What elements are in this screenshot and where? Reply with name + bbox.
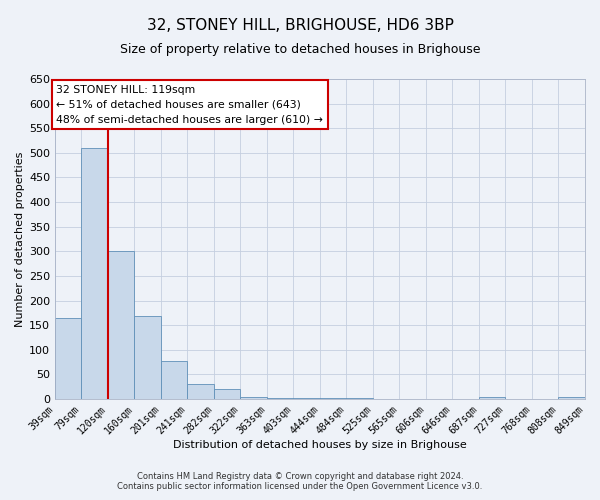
Bar bbox=[479, 396, 505, 399]
Bar bbox=[134, 316, 161, 399]
Bar bbox=[293, 398, 320, 399]
Bar bbox=[214, 389, 240, 399]
Bar bbox=[267, 398, 293, 399]
Bar bbox=[161, 360, 187, 399]
Text: 32, STONEY HILL, BRIGHOUSE, HD6 3BP: 32, STONEY HILL, BRIGHOUSE, HD6 3BP bbox=[146, 18, 454, 32]
Bar bbox=[187, 384, 214, 399]
Bar bbox=[240, 396, 267, 399]
Text: Contains public sector information licensed under the Open Government Licence v3: Contains public sector information licen… bbox=[118, 482, 482, 491]
Bar bbox=[558, 396, 585, 399]
Text: Contains HM Land Registry data © Crown copyright and database right 2024.: Contains HM Land Registry data © Crown c… bbox=[137, 472, 463, 481]
Text: 32 STONEY HILL: 119sqm
← 51% of detached houses are smaller (643)
48% of semi-de: 32 STONEY HILL: 119sqm ← 51% of detached… bbox=[56, 85, 323, 124]
Bar bbox=[82, 148, 108, 399]
Bar bbox=[55, 318, 82, 399]
Y-axis label: Number of detached properties: Number of detached properties bbox=[15, 152, 25, 326]
X-axis label: Distribution of detached houses by size in Brighouse: Distribution of detached houses by size … bbox=[173, 440, 467, 450]
Bar bbox=[108, 252, 134, 399]
Text: Size of property relative to detached houses in Brighouse: Size of property relative to detached ho… bbox=[120, 42, 480, 56]
